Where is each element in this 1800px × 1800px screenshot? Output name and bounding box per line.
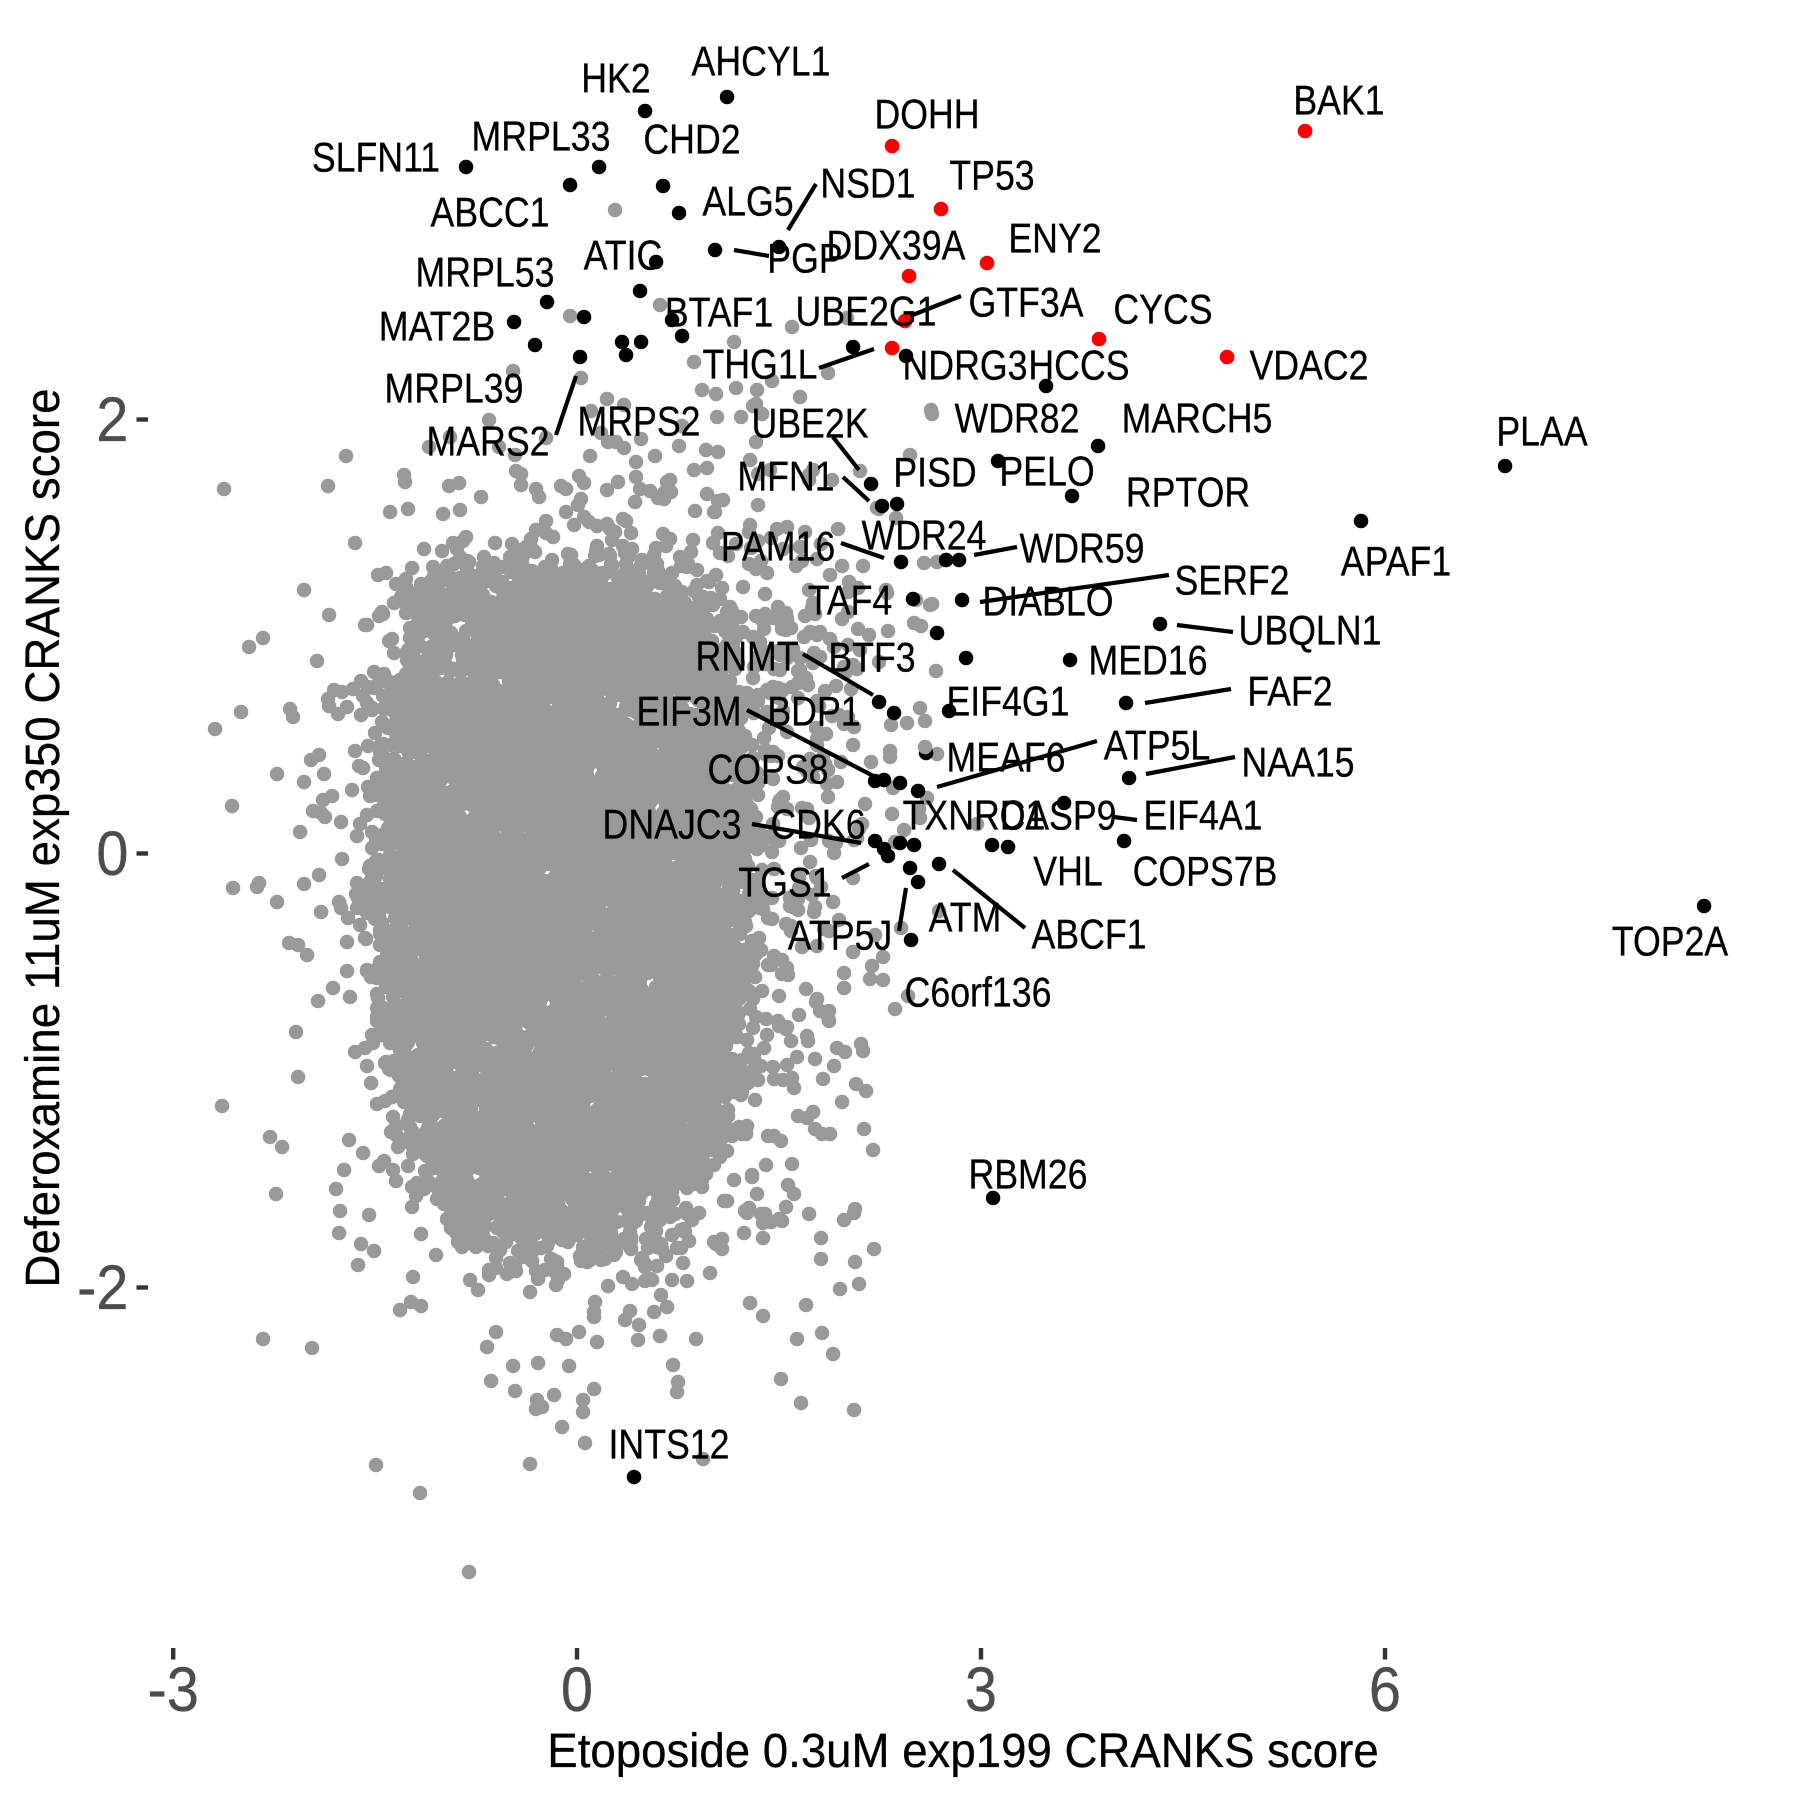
svg-text:EIF4A1: EIF4A1	[1143, 792, 1262, 839]
svg-text:PLAA: PLAA	[1496, 408, 1587, 455]
svg-text:PGP: PGP	[767, 235, 842, 282]
svg-text:SLFN11: SLFN11	[312, 134, 440, 181]
svg-text:MARS2: MARS2	[427, 418, 550, 465]
svg-text:AHCYL1: AHCYL1	[692, 38, 831, 85]
svg-text:MRPL53: MRPL53	[416, 249, 555, 296]
svg-text:CHD2: CHD2	[643, 116, 740, 163]
svg-text:GTF3A: GTF3A	[968, 279, 1083, 326]
svg-text:-2: -2	[77, 1253, 129, 1323]
svg-text:DIABLO: DIABLO	[983, 578, 1114, 625]
svg-text:RNMT: RNMT	[695, 633, 798, 680]
svg-text:EIF3M: EIF3M	[636, 688, 741, 735]
svg-text:EIF4G1: EIF4G1	[947, 678, 1070, 725]
svg-text:TGS1: TGS1	[738, 859, 831, 906]
svg-text:APAF1: APAF1	[1341, 538, 1451, 585]
svg-text:ENY2: ENY2	[1008, 215, 1101, 262]
svg-text:VHL: VHL	[1033, 848, 1102, 895]
svg-text:ABCC1: ABCC1	[430, 189, 549, 236]
svg-text:UBE2G1: UBE2G1	[796, 288, 937, 335]
svg-text:NDRG3: NDRG3	[903, 342, 1028, 389]
svg-text:COPS7B: COPS7B	[1133, 848, 1278, 895]
svg-text:WDR59: WDR59	[1020, 525, 1145, 572]
svg-text:RBM26: RBM26	[968, 1151, 1087, 1198]
svg-text:MRPL39: MRPL39	[385, 365, 524, 412]
svg-text:MRPL33: MRPL33	[472, 113, 611, 160]
svg-text:HCCS: HCCS	[1028, 342, 1129, 389]
svg-text:ATM: ATM	[929, 894, 1002, 941]
svg-text:NSD1: NSD1	[820, 160, 915, 207]
svg-text:UBQLN1: UBQLN1	[1239, 607, 1382, 654]
svg-text:TXNRD1: TXNRD1	[903, 792, 1046, 839]
svg-text:VDAC2: VDAC2	[1249, 342, 1368, 389]
svg-text:INTS12: INTS12	[609, 1421, 730, 1468]
svg-text:MEAF6: MEAF6	[947, 734, 1066, 781]
svg-text:SERF2: SERF2	[1174, 557, 1289, 604]
svg-text:PAM16: PAM16	[721, 523, 835, 570]
svg-text:WDR82: WDR82	[955, 395, 1080, 442]
svg-text:CASP9: CASP9	[999, 792, 1116, 839]
svg-text:DOHH: DOHH	[874, 91, 979, 138]
svg-text:0: 0	[96, 819, 128, 889]
svg-text:MAT2B: MAT2B	[379, 303, 495, 350]
svg-text:BDP1: BDP1	[767, 688, 860, 735]
svg-text:TP53: TP53	[949, 152, 1034, 199]
svg-text:PELO: PELO	[999, 448, 1094, 495]
svg-text:TOP2A: TOP2A	[1612, 918, 1728, 965]
svg-text:0: 0	[561, 1655, 593, 1725]
svg-text:BTAF1: BTAF1	[665, 289, 774, 336]
svg-text:MRPS2: MRPS2	[578, 398, 701, 445]
svg-text:COPS8: COPS8	[708, 746, 829, 793]
svg-text:Deferoxamine 11uM exp350 CRANK: Deferoxamine 11uM exp350 CRANKS score	[17, 388, 70, 1287]
svg-text:BAK1: BAK1	[1293, 77, 1384, 124]
svg-text:MED16: MED16	[1088, 637, 1207, 684]
svg-text:CYCS: CYCS	[1113, 286, 1212, 333]
svg-text:THG1L: THG1L	[702, 341, 817, 388]
svg-text:PISD: PISD	[893, 449, 976, 496]
svg-text:TAF4: TAF4	[808, 577, 893, 624]
svg-text:BTF3: BTF3	[828, 634, 915, 681]
svg-text:ATP5J: ATP5J	[788, 912, 893, 959]
svg-text:NAA15: NAA15	[1241, 739, 1354, 786]
svg-text:WDR24: WDR24	[862, 512, 987, 559]
svg-text:DDX39A: DDX39A	[827, 222, 966, 269]
svg-text:HK2: HK2	[581, 55, 650, 102]
svg-text:CDK6: CDK6	[770, 801, 865, 848]
svg-text:MARCH5: MARCH5	[1122, 395, 1273, 442]
svg-text:RPTOR: RPTOR	[1126, 469, 1250, 516]
svg-text:C6orf136: C6orf136	[905, 969, 1052, 1016]
svg-text:FAF2: FAF2	[1247, 668, 1332, 715]
svg-text:ALG5: ALG5	[702, 178, 793, 225]
svg-text:Etoposide 0.3uM exp199 CRANKS: Etoposide 0.3uM exp199 CRANKS score	[547, 1725, 1378, 1778]
svg-text:UBE2K: UBE2K	[751, 400, 868, 447]
svg-text:3: 3	[965, 1655, 997, 1725]
svg-text:ATP5L: ATP5L	[1104, 722, 1211, 769]
svg-text:ATIC: ATIC	[584, 232, 663, 279]
svg-text:ABCF1: ABCF1	[1031, 911, 1146, 958]
svg-text:DNAJC3: DNAJC3	[603, 801, 742, 848]
svg-text:6: 6	[1369, 1655, 1401, 1725]
svg-text:-3: -3	[147, 1655, 199, 1725]
svg-text:2: 2	[96, 385, 128, 455]
svg-text:MFN1: MFN1	[737, 453, 834, 500]
